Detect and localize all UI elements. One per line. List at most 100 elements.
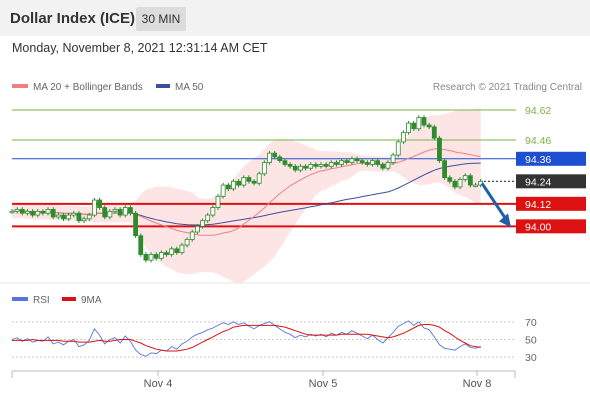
candle-body <box>61 214 66 220</box>
candle <box>19 207 25 216</box>
candle-body <box>334 162 339 165</box>
candle <box>328 160 334 169</box>
ma20-line <box>11 148 481 236</box>
candle-body <box>390 154 396 163</box>
candle-body <box>179 244 185 254</box>
candle-body <box>133 212 139 237</box>
interval-button[interactable]: 30 MIN <box>136 7 186 31</box>
candle <box>354 156 360 163</box>
candle-body <box>14 209 20 212</box>
rsi-tick-label-50: 50 <box>525 335 537 347</box>
chart-title: Dollar Index (ICE) <box>10 10 136 27</box>
candle <box>256 171 262 186</box>
candle-body <box>256 173 262 184</box>
candle <box>92 197 97 218</box>
rsi-tick-label-30: 30 <box>525 352 537 364</box>
candle-body <box>323 164 329 167</box>
candles <box>9 115 484 263</box>
candle <box>375 158 381 167</box>
candle-body <box>86 214 92 220</box>
candle-body <box>359 160 365 163</box>
rsi-ma-line <box>12 324 481 352</box>
candle <box>86 212 92 222</box>
candle <box>14 207 20 214</box>
rsi-grid: 70 50 30 <box>12 317 537 364</box>
forecast-arrow-shaft <box>480 182 510 224</box>
candle-body <box>267 152 272 163</box>
candle <box>164 250 169 257</box>
candle-body <box>426 124 432 128</box>
candle-body <box>25 210 30 214</box>
candle <box>35 209 41 218</box>
candle <box>231 179 236 192</box>
candle <box>421 115 427 128</box>
candle-body <box>349 158 355 163</box>
candle <box>462 173 468 182</box>
candle <box>107 209 113 220</box>
candle-body <box>282 160 288 165</box>
forecast-arrow-head <box>499 213 511 228</box>
candle <box>318 162 324 169</box>
candle <box>45 207 51 216</box>
candle <box>205 212 211 223</box>
candle-body <box>364 162 370 165</box>
level-tags: 94.62 94.46 94.36 94.24 94.12 94.00 <box>516 105 586 234</box>
candle-body <box>117 209 123 216</box>
candle <box>246 175 252 184</box>
candle-body <box>246 177 252 182</box>
candle-body <box>308 164 314 169</box>
ma20-legend-swatch <box>12 84 28 88</box>
level-tag-text: 94.46 <box>525 135 551 147</box>
candle-body <box>148 254 154 261</box>
candle-body <box>272 152 278 158</box>
ma50-legend-swatch <box>156 84 170 88</box>
candle-body <box>225 184 231 190</box>
candle <box>339 158 345 167</box>
level-tag-text: 94.36 <box>525 154 551 166</box>
candle <box>143 252 149 263</box>
candle-body <box>19 209 25 214</box>
candle <box>416 115 422 132</box>
candle <box>112 207 118 214</box>
candle-body <box>380 164 386 169</box>
candle <box>313 162 319 169</box>
candle <box>359 158 365 165</box>
candle-body <box>370 160 375 165</box>
bollinger-band-fill <box>12 108 481 283</box>
candle <box>406 120 411 135</box>
candle <box>390 152 396 165</box>
level-tag-background <box>516 196 586 211</box>
candle-body <box>138 235 144 255</box>
candle-body <box>473 184 478 187</box>
candle-body <box>40 210 46 214</box>
level-tag-background <box>516 219 586 234</box>
candle-body <box>143 254 149 261</box>
candle <box>200 218 205 229</box>
candle-body <box>122 207 128 216</box>
candle <box>40 209 46 216</box>
candle-body <box>71 212 77 216</box>
candle <box>452 179 458 190</box>
x-tick-label-nov4: Nov 4 <box>144 378 173 390</box>
candle <box>473 182 478 188</box>
candle <box>272 150 278 160</box>
level-tag-94-00: 94.00 <box>516 219 586 234</box>
candle <box>241 175 247 188</box>
candle <box>66 212 72 222</box>
candle <box>215 194 221 210</box>
candle <box>225 182 231 192</box>
ma50-legend-label: MA 50 <box>175 82 204 93</box>
candle-body <box>277 156 283 162</box>
candle-body <box>35 210 41 216</box>
candle-body <box>318 164 324 167</box>
candle <box>431 124 437 141</box>
candle-body <box>442 160 448 178</box>
candle-body <box>158 252 164 259</box>
level-tag-94-62: 94.62 <box>525 105 551 117</box>
rsi-ma-legend-swatch <box>62 297 76 301</box>
candle-body <box>297 165 303 171</box>
candle-body <box>184 239 190 246</box>
candle <box>179 242 185 255</box>
candle-body <box>447 177 453 182</box>
candle-body <box>9 210 15 214</box>
